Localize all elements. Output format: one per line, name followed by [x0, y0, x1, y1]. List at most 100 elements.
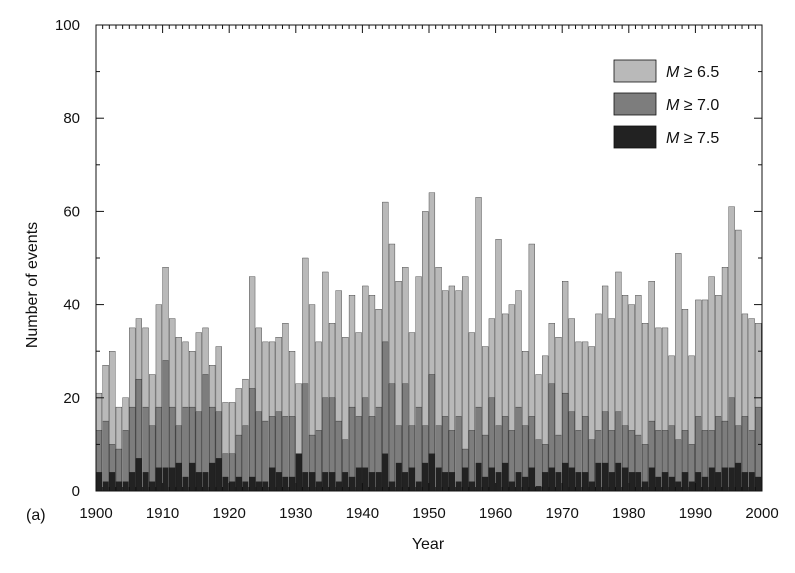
bar-2-1916: [202, 472, 209, 492]
bar-2-1982: [641, 481, 649, 492]
bar-2-1967: [542, 472, 549, 492]
bar-2-1943: [382, 453, 389, 492]
bar-2-1907: [142, 472, 149, 492]
bar-2-1979: [621, 467, 629, 492]
x-tick-label-2000: 2000: [745, 505, 778, 522]
bar-1-1936: [335, 420, 342, 492]
bar-2-1927: [275, 472, 282, 492]
panel-label: (a): [26, 507, 46, 524]
bar-1-1922: [242, 425, 249, 492]
bar-2-1995: [728, 467, 735, 492]
bar-1-1925: [262, 420, 269, 492]
legend-label-prefix-2: M: [666, 130, 680, 147]
bar-2-1900: [95, 472, 103, 492]
bar-2-1906: [135, 458, 142, 492]
bar-2-1941: [368, 472, 376, 492]
bar-2-1956: [468, 481, 475, 492]
legend-label-suffix-2: ≥ 7.5: [679, 130, 719, 147]
bar-2-1909: [155, 467, 162, 492]
y-tick-label-80: 80: [63, 110, 80, 127]
bar-2-1915: [195, 472, 202, 492]
legend-label-suffix-1: ≥ 7.0: [679, 97, 719, 114]
bar-2-1951: [435, 467, 442, 492]
bar-2-1975: [595, 462, 602, 492]
bar-2-1948: [415, 481, 422, 492]
bar-2-1933: [315, 481, 322, 492]
y-tick-label-100: 100: [55, 17, 80, 34]
bar-2-1968: [548, 467, 555, 492]
bar-2-1953: [448, 472, 456, 492]
bar-2-1969: [555, 472, 562, 492]
bar-2-1946: [402, 472, 409, 492]
legend-label-prefix-1: M: [666, 97, 680, 114]
x-axis-title: Year: [412, 536, 445, 553]
bar-2-1978: [615, 462, 622, 492]
x-tick-label-1940: 1940: [346, 505, 379, 522]
bar-1-1954: [455, 416, 462, 492]
bar-2-1942: [375, 472, 382, 492]
bar-2-1961: [502, 462, 509, 492]
bar-1-1923: [249, 388, 256, 492]
bar-1-1944: [388, 383, 396, 492]
bar-2-1957: [475, 462, 482, 492]
bar-2-1949: [422, 462, 429, 492]
bar-1-1908: [149, 425, 156, 492]
bar-2-1984: [655, 476, 662, 492]
bar-2-1918: [215, 458, 222, 492]
bar-2-1972: [575, 472, 582, 492]
bar-2-1974: [588, 481, 595, 492]
bar-2-1902: [109, 472, 116, 492]
bar-2-1923: [249, 476, 256, 492]
bar-2-1919: [222, 476, 229, 492]
x-tick-label-1900: 1900: [79, 505, 112, 522]
bar-2-1992: [708, 467, 715, 492]
bar-1-1948: [415, 406, 422, 492]
bar-2-1988: [681, 472, 689, 492]
bar-2-1999: [755, 476, 762, 492]
bar-2-1921: [235, 476, 242, 492]
bar-2-1903: [115, 481, 123, 492]
bar-2-1989: [688, 481, 695, 492]
x-tick-label-1920: 1920: [213, 505, 246, 522]
bar-2-1994: [721, 467, 729, 492]
bar-2-1996: [735, 462, 742, 492]
x-tick-label-1980: 1980: [612, 505, 645, 522]
bar-2-1971: [568, 467, 575, 492]
x-tick-label-1930: 1930: [279, 505, 312, 522]
bar-2-1977: [608, 472, 615, 492]
bar-2-1937: [342, 472, 349, 492]
bar-2-1958: [482, 476, 489, 492]
bar-2-1929: [288, 476, 296, 492]
x-tick-label-1950: 1950: [412, 505, 445, 522]
legend-label-suffix-0: ≥ 6.5: [679, 64, 719, 81]
bar-2-1952: [442, 472, 449, 492]
x-tick-label-1990: 1990: [679, 505, 712, 522]
bar-2-1959: [488, 467, 495, 492]
bar-2-1922: [242, 481, 249, 492]
bar-2-1930: [295, 453, 302, 492]
bar-2-1973: [582, 472, 589, 492]
ticks-layer: [95, 24, 763, 492]
y-tick-label-0: 0: [72, 483, 80, 500]
bar-2-1924: [255, 481, 262, 492]
legend-swatch-2: [613, 125, 657, 149]
bar-2-1963: [515, 472, 522, 492]
y-tick-label-60: 60: [63, 203, 80, 220]
bar-2-1935: [328, 472, 336, 492]
bar-1-1966: [535, 439, 542, 492]
legend-swatch-1: [613, 92, 657, 116]
bar-2-1926: [268, 467, 276, 492]
bar-2-1970: [562, 462, 569, 492]
bar-2-1960: [495, 472, 502, 492]
bar-2-1950: [428, 453, 436, 492]
legend: M ≥ 6.5M ≥ 7.0M ≥ 7.5: [613, 59, 719, 149]
bar-2-1911: [169, 467, 176, 492]
bar-2-1934: [322, 472, 329, 492]
bar-2-1939: [355, 467, 362, 492]
bar-2-1990: [695, 472, 702, 492]
y-tick-label-40: 40: [63, 297, 80, 314]
bar-2-1965: [528, 467, 535, 492]
bar-2-1905: [129, 472, 136, 492]
bar-2-1910: [162, 467, 169, 492]
bar-2-1983: [648, 467, 655, 492]
